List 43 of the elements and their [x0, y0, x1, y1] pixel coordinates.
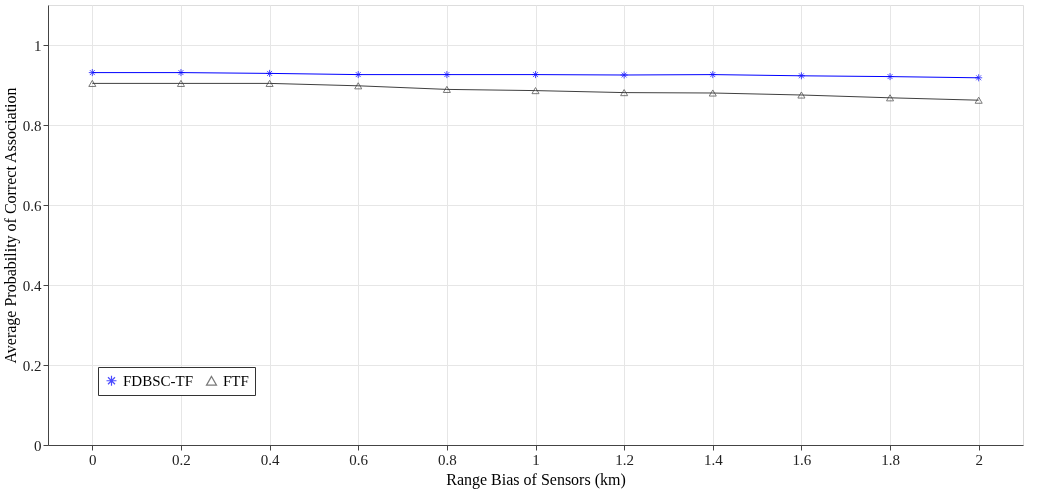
point	[354, 70, 363, 79]
point	[442, 70, 451, 79]
point	[354, 82, 363, 90]
point	[176, 68, 185, 77]
point	[974, 73, 983, 82]
x-tick-label: 1.2	[615, 451, 635, 468]
legend-label: FTF	[223, 372, 249, 389]
point	[531, 87, 540, 95]
point	[797, 91, 806, 99]
x-tick-label: 0.8	[437, 451, 457, 468]
x-tick-label: 1.6	[792, 451, 812, 468]
y-tick-label: 0.8	[22, 117, 42, 134]
point	[708, 70, 717, 79]
point	[620, 70, 629, 80]
point	[88, 79, 97, 87]
legend-label: FDBSC-TF	[123, 372, 194, 389]
x-tick-label: 2	[975, 451, 983, 468]
point	[797, 71, 806, 80]
y-tick-label: 0.2	[22, 357, 42, 374]
y-tick-label: 0.6	[22, 197, 42, 214]
point	[620, 89, 629, 97]
y-tick-label: 1	[34, 37, 42, 54]
y-tick-label: 0.4	[22, 277, 42, 294]
point	[442, 85, 451, 93]
x-tick-label: 1.4	[703, 451, 724, 468]
x-tick-label: 1	[532, 451, 540, 468]
x-tick-label: 0.2	[172, 451, 191, 468]
point	[886, 94, 895, 102]
point	[265, 79, 274, 87]
point	[176, 79, 185, 87]
x-tick-label: 0.6	[349, 451, 369, 468]
y-tick-label: 0	[34, 437, 42, 454]
x-tick-label: 1.8	[881, 451, 900, 468]
point	[886, 72, 895, 81]
x-tick-label: 0.4	[260, 451, 280, 468]
point	[531, 70, 540, 79]
x-axis-title: Range Bias of Sensors (km)	[446, 470, 626, 489]
point	[88, 68, 97, 77]
point	[265, 69, 274, 78]
point	[708, 89, 717, 97]
y-axis-title: Average Probability of Correct Association	[1, 87, 20, 364]
x-tick-label: 0	[89, 451, 97, 468]
point	[974, 96, 983, 104]
